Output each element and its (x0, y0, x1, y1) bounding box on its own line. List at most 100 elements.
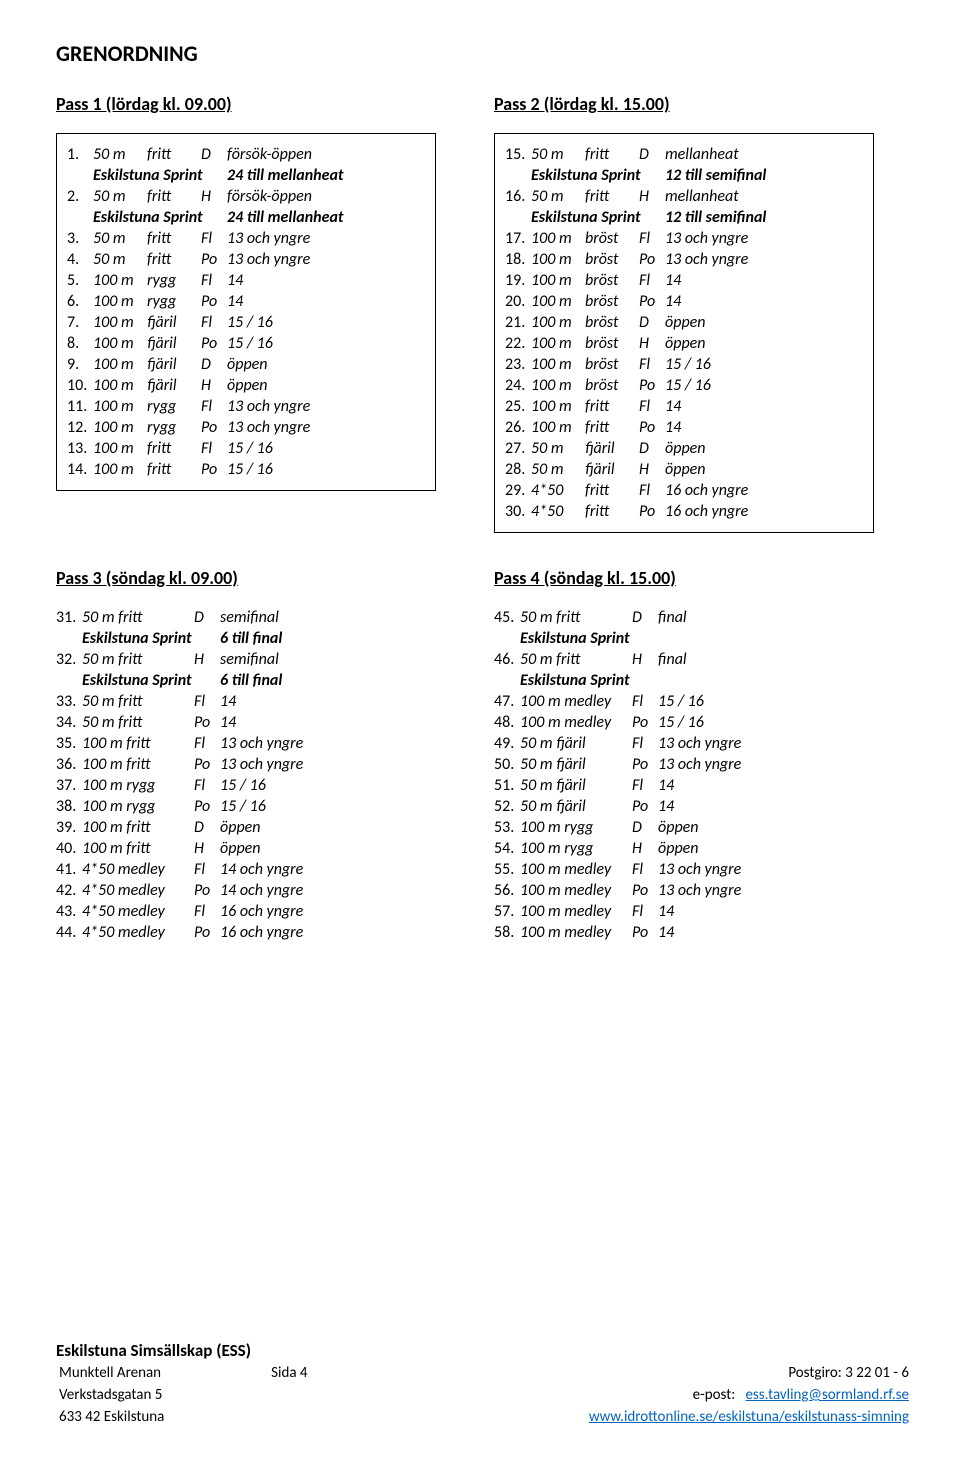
event-info: 13 och yngre (220, 754, 474, 775)
event-class: Po (201, 459, 227, 480)
event-num: 27. (505, 438, 531, 459)
pass2-heading: Pass 2 (lördag kl. 15.00) (494, 93, 912, 115)
event-num: 40. (56, 838, 82, 859)
event-class: Po (639, 417, 665, 438)
event-row: 32.50 m frittHsemifinal (56, 649, 474, 670)
event-num: 53. (494, 817, 520, 838)
event-class: D (201, 354, 227, 375)
event-info: 14 och yngre (220, 859, 474, 880)
event-info: final (658, 649, 912, 670)
event-dist: 100 m rygg (520, 817, 632, 838)
event-row: 26.100 mfrittPo14 (505, 417, 855, 438)
sprint-row: Eskilstuna Sprint12 till semifinal (505, 207, 855, 228)
event-class: Fl (201, 270, 227, 291)
event-stroke: bröst (585, 291, 639, 312)
event-dist: 100 m fritt (82, 733, 194, 754)
event-info: mellanheat (665, 186, 855, 207)
pass1-table: 1.50 mfrittDförsök-öppenEskilstuna Sprin… (67, 144, 417, 480)
event-info: 13 och yngre (665, 249, 855, 270)
event-class: Fl (194, 859, 220, 880)
event-num: 29. (505, 480, 531, 501)
event-class: Fl (201, 438, 227, 459)
event-info: öppen (658, 817, 912, 838)
sprint-row: Eskilstuna Sprint6 till final (56, 670, 474, 691)
footer-addr3: 633 42 Eskilstuna (58, 1407, 253, 1427)
sprint-label: Eskilstuna Sprint (531, 165, 665, 186)
event-stroke: fritt (585, 417, 639, 438)
event-class: Fl (632, 691, 658, 712)
event-row: 40.100 m frittHöppen (56, 838, 474, 859)
event-class: Fl (201, 396, 227, 417)
event-dist: 50 m fritt (520, 607, 632, 628)
event-info: öppen (227, 354, 417, 375)
event-dist: 100 m (93, 438, 147, 459)
event-dist: 100 m (531, 312, 585, 333)
event-class: Po (201, 291, 227, 312)
event-row: 41.4*50 medleyFl14 och yngre (56, 859, 474, 880)
footer-post-val: 3 22 01 - 6 (845, 1364, 909, 1382)
event-info: 14 (665, 396, 855, 417)
footer-epost-label: e-post: (693, 1386, 736, 1404)
event-num: 51. (494, 775, 520, 796)
event-class: H (201, 375, 227, 396)
event-num: 3. (67, 228, 93, 249)
event-info: 14 (220, 691, 474, 712)
footer-url-link[interactable]: www.idrottonline.se/eskilstuna/eskilstun… (589, 1408, 909, 1426)
event-num: 4. (67, 249, 93, 270)
event-class: Po (194, 754, 220, 775)
event-num: 16. (505, 186, 531, 207)
event-row: 13.100 mfrittFl15 / 16 (67, 438, 417, 459)
event-num: 1. (67, 144, 93, 165)
event-dist: 50 m (531, 144, 585, 165)
event-class: H (194, 838, 220, 859)
event-class: Fl (194, 691, 220, 712)
event-class: H (639, 459, 665, 480)
event-num: 37. (56, 775, 82, 796)
event-dist: 100 m (93, 375, 147, 396)
event-info: semifinal (220, 607, 474, 628)
event-class: D (639, 144, 665, 165)
event-row: 4.50 mfrittPo13 och yngre (67, 249, 417, 270)
event-row: 27.50 mfjärilDöppen (505, 438, 855, 459)
event-info: 16 och yngre (665, 501, 855, 522)
event-stroke: fritt (147, 186, 201, 207)
event-row: 6.100 mryggPo14 (67, 291, 417, 312)
event-class: D (194, 607, 220, 628)
event-num: 10. (67, 375, 93, 396)
event-info: mellanheat (665, 144, 855, 165)
event-dist: 4*50 (531, 501, 585, 522)
event-row: 48.100 m medleyPo15 / 16 (494, 712, 912, 733)
event-info: 14 (220, 712, 474, 733)
pass2-box: 15.50 mfrittDmellanheatEskilstuna Sprint… (494, 133, 874, 533)
sprint-label: Eskilstuna Sprint (520, 628, 658, 649)
event-class: D (201, 144, 227, 165)
event-num: 13. (67, 438, 93, 459)
event-dist: 50 m (93, 186, 147, 207)
sprint-note: 12 till semifinal (665, 207, 855, 228)
event-info: 13 och yngre (227, 396, 417, 417)
event-dist: 4*50 medley (82, 901, 194, 922)
event-dist: 50 m fjäril (520, 754, 632, 775)
event-num: 50. (494, 754, 520, 775)
sprint-label: Eskilstuna Sprint (82, 628, 220, 649)
event-row: 5.100 mryggFl14 (67, 270, 417, 291)
event-row: 16.50 mfrittHmellanheat (505, 186, 855, 207)
event-row: 14.100 mfrittPo15 / 16 (67, 459, 417, 480)
event-row: 38.100 m ryggPo15 / 16 (56, 796, 474, 817)
event-stroke: fritt (147, 438, 201, 459)
footer-email-link[interactable]: ess.tavling@sormland.rf.se (745, 1386, 909, 1404)
event-dist: 100 m (93, 312, 147, 333)
event-dist: 100 m medley (520, 880, 632, 901)
event-row: 36.100 m frittPo13 och yngre (56, 754, 474, 775)
event-class: Fl (194, 775, 220, 796)
event-num: 17. (505, 228, 531, 249)
event-info: 15 / 16 (220, 796, 474, 817)
event-num: 54. (494, 838, 520, 859)
event-num: 30. (505, 501, 531, 522)
event-num: 47. (494, 691, 520, 712)
event-class: Fl (639, 270, 665, 291)
event-stroke: bröst (585, 354, 639, 375)
event-row: 18.100 mbröstPo13 och yngre (505, 249, 855, 270)
event-num: 44. (56, 922, 82, 943)
event-dist: 100 m (531, 228, 585, 249)
